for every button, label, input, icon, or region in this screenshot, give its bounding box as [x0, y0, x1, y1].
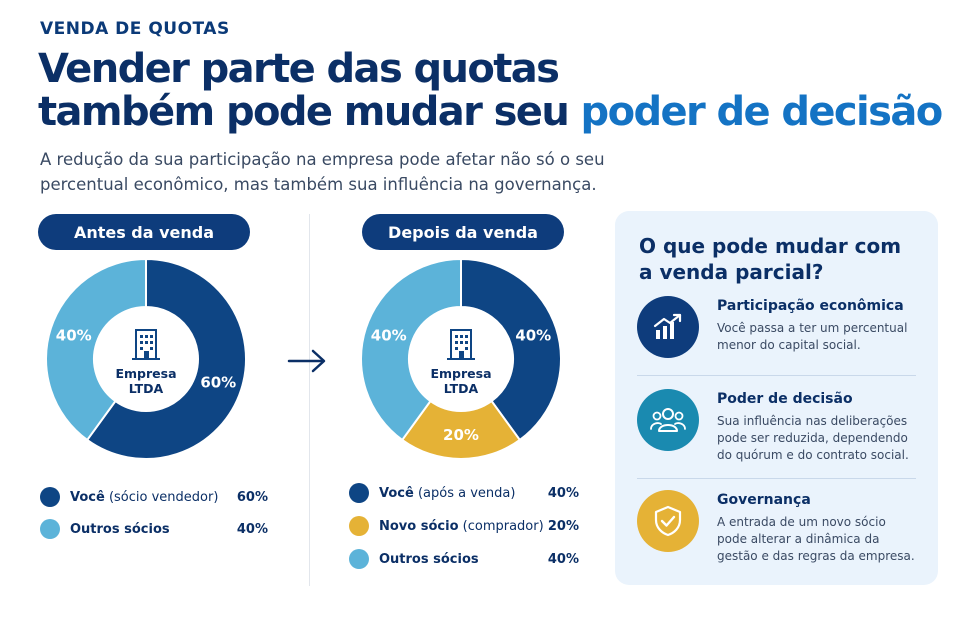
legend-item: Novo sócio (comprador) 20%	[349, 514, 583, 538]
legend-item: Você (após a venda) 40%	[349, 481, 583, 505]
legend-swatch	[349, 516, 369, 536]
legend-label: Outros sócios	[70, 522, 170, 537]
donut-chart-after: 40% 20% 40%	[360, 257, 562, 460]
center-label-before: Empresa LTDA	[106, 366, 186, 396]
legend-swatch	[40, 519, 60, 539]
legend-label-note: (sócio vendedor)	[108, 489, 219, 505]
legend-label: Outros sócios	[379, 552, 479, 567]
headline-accent: poder de decisão	[580, 89, 944, 135]
growth-chart-icon	[637, 296, 699, 358]
eyebrow: VENDA DE QUOTAS	[40, 19, 230, 39]
legend-value: 40%	[547, 551, 579, 567]
info-item-text: A entrada de um novo sócio pode alterar …	[717, 515, 915, 563]
shield-check-icon	[637, 490, 699, 552]
center-label-line-2: LTDA	[443, 381, 479, 396]
headline-line-1: Vender parte das quotas	[38, 46, 560, 92]
panel-title: O que pode mudar com a venda parcial?	[639, 234, 902, 284]
arrow-right-icon	[287, 349, 326, 373]
headline-plain: também pode mudar seu	[38, 89, 581, 135]
info-item-text: Você passa a ter um percentual menor do …	[717, 321, 908, 352]
center-label-after: Empresa LTDA	[421, 366, 501, 396]
legend-swatch	[349, 483, 369, 503]
donut-slice-label: 40%	[56, 327, 92, 345]
legend-label-main: Novo sócio	[379, 518, 459, 534]
info-item-title: Poder de decisão	[717, 391, 853, 407]
legend-value: 20%	[547, 518, 579, 534]
donut-before-svg: 60% 40%	[45, 257, 247, 460]
center-label-line-2: LTDA	[128, 381, 164, 396]
separator	[637, 375, 916, 376]
building-icon	[447, 329, 475, 360]
legend-swatch	[349, 549, 369, 569]
legend-label-main: Outros sócios	[70, 521, 170, 537]
info-item-title: Governança	[717, 492, 811, 508]
donut-slice-label: 40%	[515, 327, 551, 345]
separator	[637, 478, 916, 479]
donut-slice-label: 40%	[371, 327, 407, 345]
building-icon	[132, 329, 160, 360]
divider	[309, 214, 310, 586]
legend-label: Você (após a venda)	[379, 486, 515, 501]
donut-slice-label: 20%	[443, 426, 479, 444]
info-panel: O que pode mudar com a venda parcial? Pa…	[615, 211, 938, 585]
donut-slice-label: 60%	[200, 373, 236, 391]
donut-chart-before: 60% 40%	[45, 257, 247, 460]
after-sale-pill: Depois da venda	[362, 214, 564, 250]
center-label-line-1: Empresa	[430, 366, 492, 381]
legend-label-note: (após a venda)	[417, 485, 516, 501]
legend-swatch	[40, 487, 60, 507]
page-title: Vender parte das quotas também pode muda…	[38, 46, 944, 135]
legend-label-main: Outros sócios	[379, 551, 479, 567]
legend-item: Outros sócios 40%	[40, 517, 272, 541]
legend-value: 60%	[236, 489, 268, 505]
before-sale-pill: Antes da venda	[38, 214, 250, 250]
center-label-line-1: Empresa	[115, 366, 177, 381]
legend-label-main: Você	[379, 485, 414, 501]
legend-item: Outros sócios 40%	[349, 547, 583, 571]
legend-label: Novo sócio (comprador)	[379, 519, 544, 534]
legend-value: 40%	[236, 521, 268, 537]
info-item-text: Sua influência nas deliberações pode ser…	[717, 414, 909, 462]
legend-item: Você (sócio vendedor) 60%	[40, 485, 272, 509]
legend-label-note: (comprador)	[462, 518, 544, 534]
legend-value: 40%	[547, 485, 579, 501]
subtitle: A redução da sua participação na empresa…	[40, 150, 605, 194]
headline-line-2: também pode mudar seu poder de decisão	[38, 89, 944, 135]
people-group-icon	[637, 389, 699, 451]
donut-after-svg: 40% 20% 40%	[360, 257, 562, 460]
info-item-title: Participação econômica	[717, 298, 904, 314]
legend-label-main: Você	[70, 489, 105, 505]
legend-label: Você (sócio vendedor)	[70, 490, 218, 505]
